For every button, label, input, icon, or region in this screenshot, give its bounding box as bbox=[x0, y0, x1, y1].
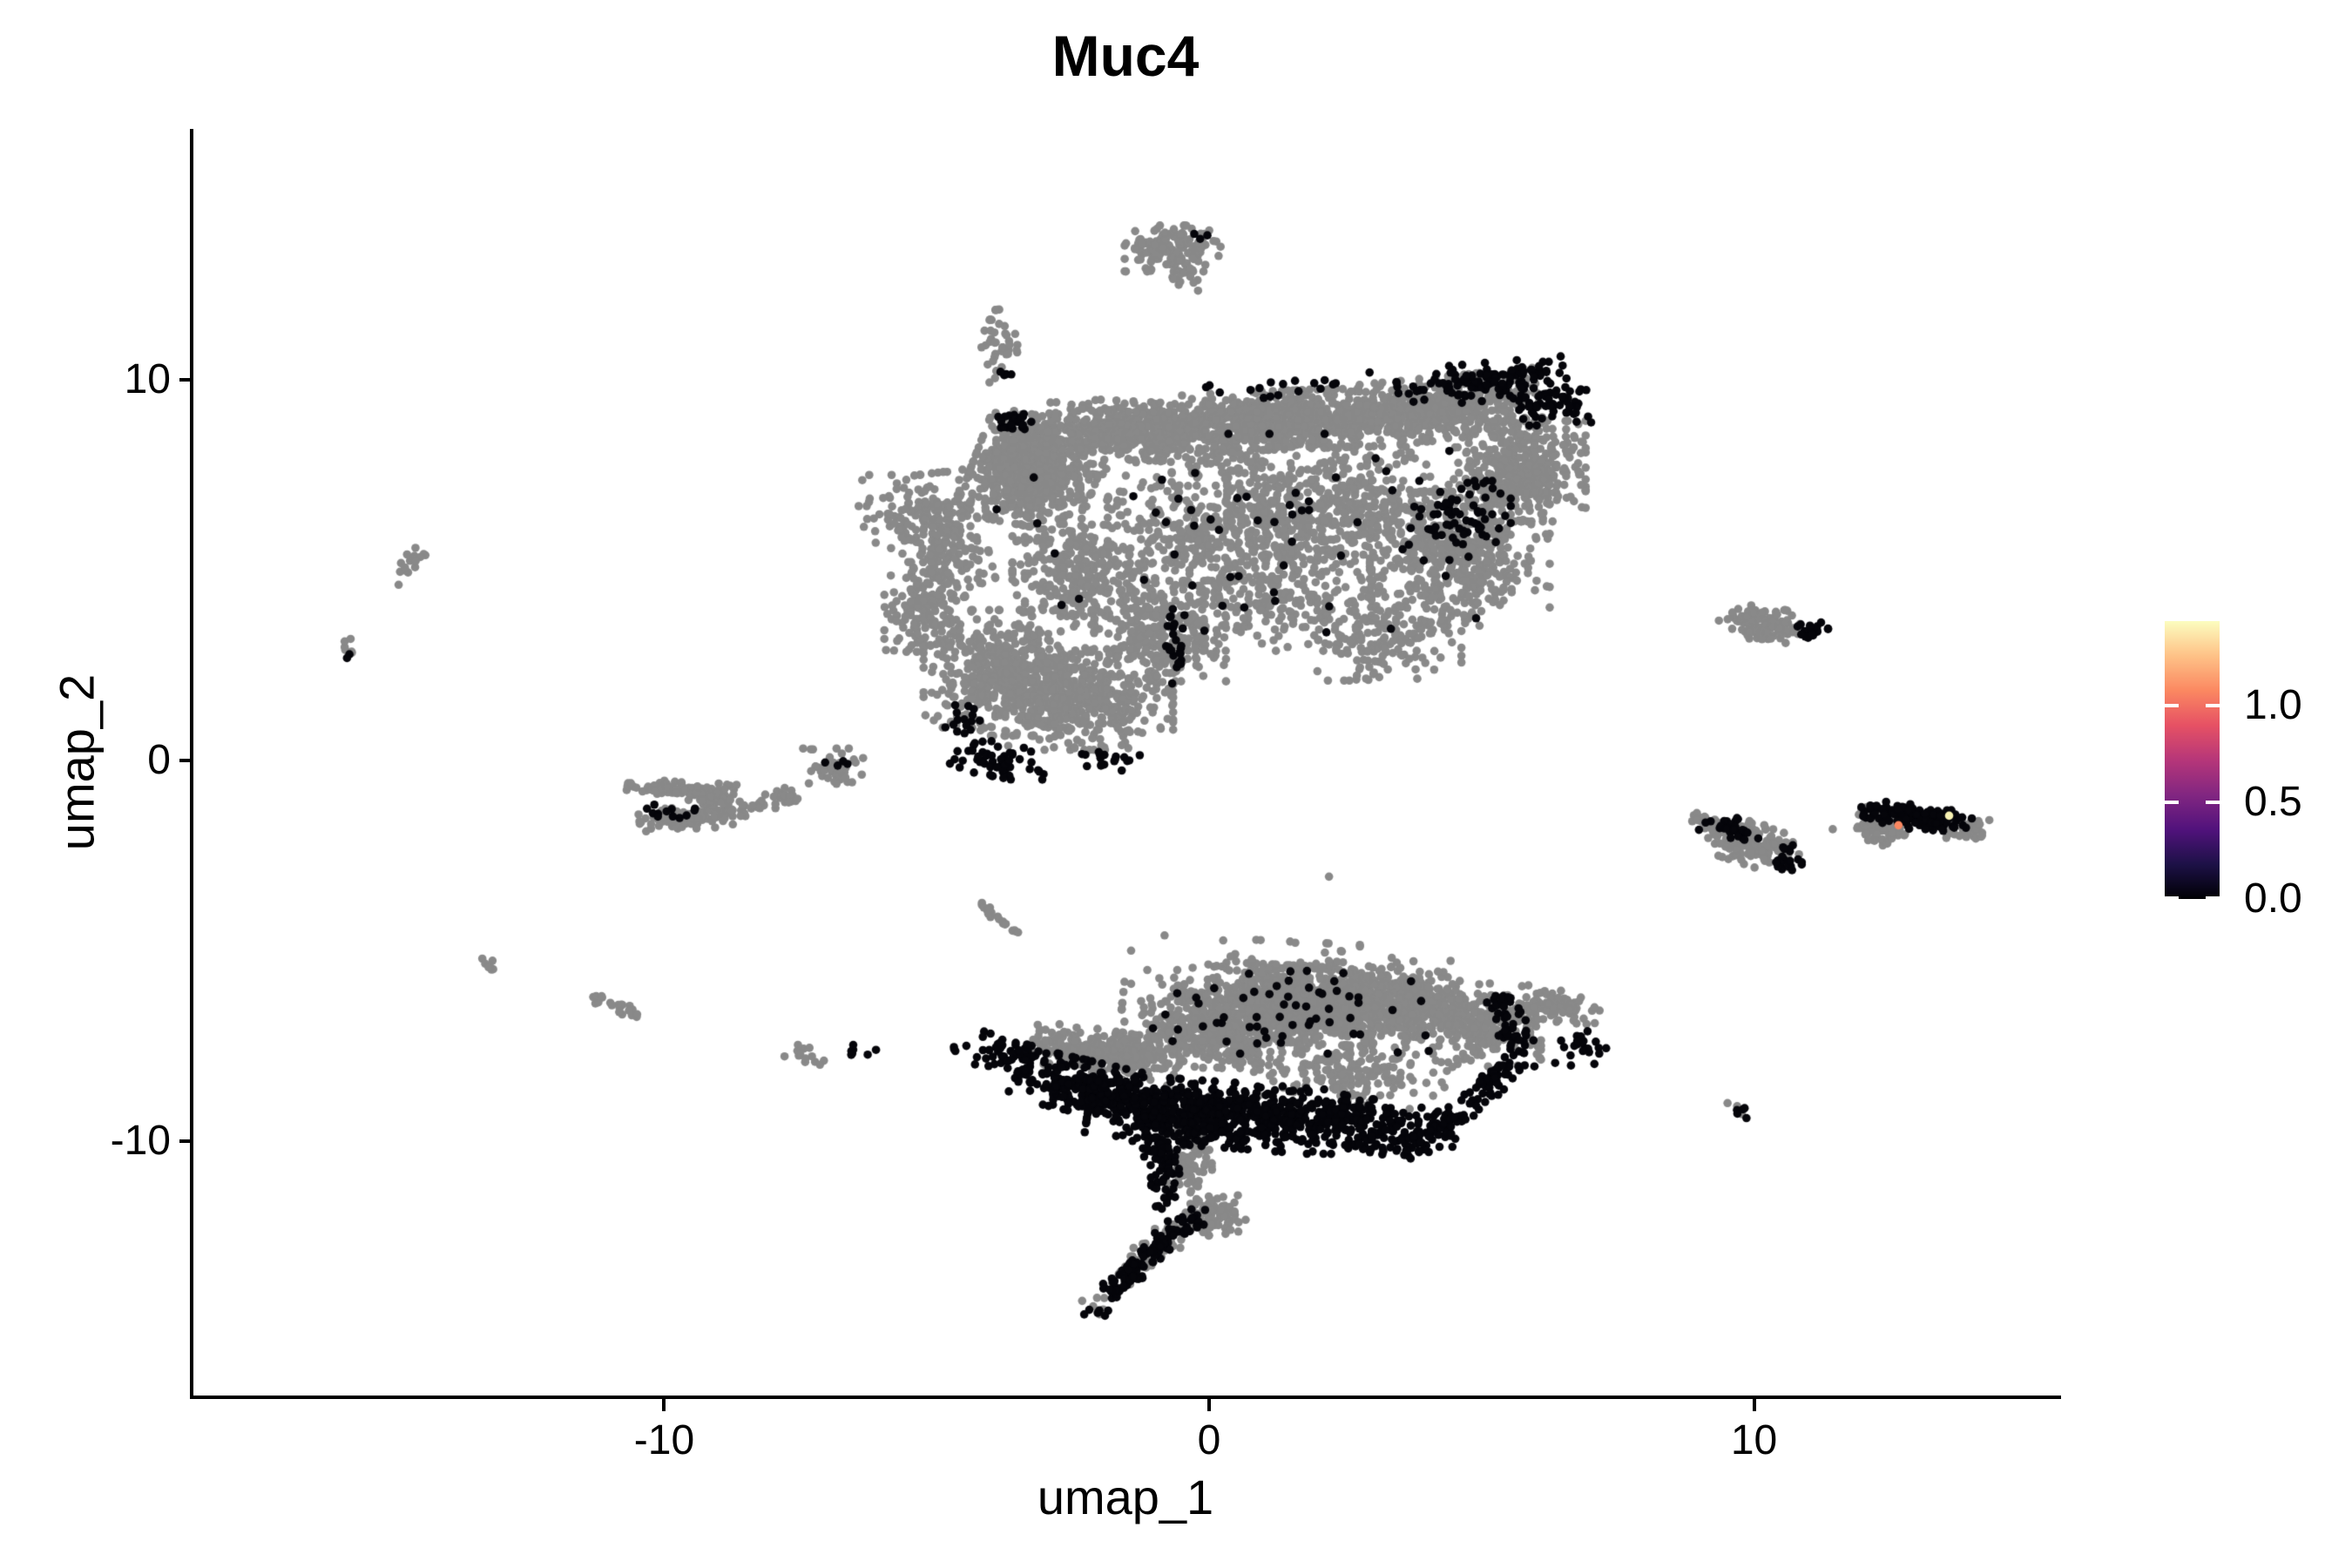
legend-tick-mark bbox=[2165, 801, 2179, 805]
x-tick-label: 10 bbox=[1730, 1417, 1778, 1463]
x-axis-title: umap_1 bbox=[1037, 1470, 1214, 1524]
y-tick-mark bbox=[179, 378, 193, 382]
x-tick-mark bbox=[1752, 1399, 1756, 1411]
y-tick-mark bbox=[179, 759, 193, 763]
legend-tick-label: 0.5 bbox=[2244, 779, 2302, 826]
x-tick-label: -10 bbox=[633, 1417, 695, 1463]
legend-colorbar bbox=[2165, 621, 2220, 899]
legend-tick-mark bbox=[2206, 704, 2220, 708]
y-tick-mark bbox=[179, 1139, 193, 1144]
y-axis-line bbox=[190, 129, 193, 1399]
y-axis-title: umap_2 bbox=[49, 673, 105, 851]
y-tick-label: 0 bbox=[147, 737, 171, 784]
legend-tick-label: 0.0 bbox=[2244, 875, 2302, 922]
x-tick-mark bbox=[662, 1399, 666, 1411]
x-axis-line bbox=[190, 1396, 2061, 1399]
y-tick-label: -10 bbox=[110, 1118, 171, 1165]
legend-tick-mark bbox=[2165, 704, 2179, 708]
legend-tick-mark bbox=[2165, 896, 2179, 899]
y-tick-label: 10 bbox=[124, 356, 171, 402]
legend-tick-mark bbox=[2206, 896, 2220, 899]
legend-tick-mark bbox=[2206, 801, 2220, 805]
x-tick-label: 0 bbox=[1197, 1417, 1221, 1463]
legend-tick-label: 1.0 bbox=[2244, 682, 2302, 729]
x-tick-mark bbox=[1207, 1399, 1212, 1411]
